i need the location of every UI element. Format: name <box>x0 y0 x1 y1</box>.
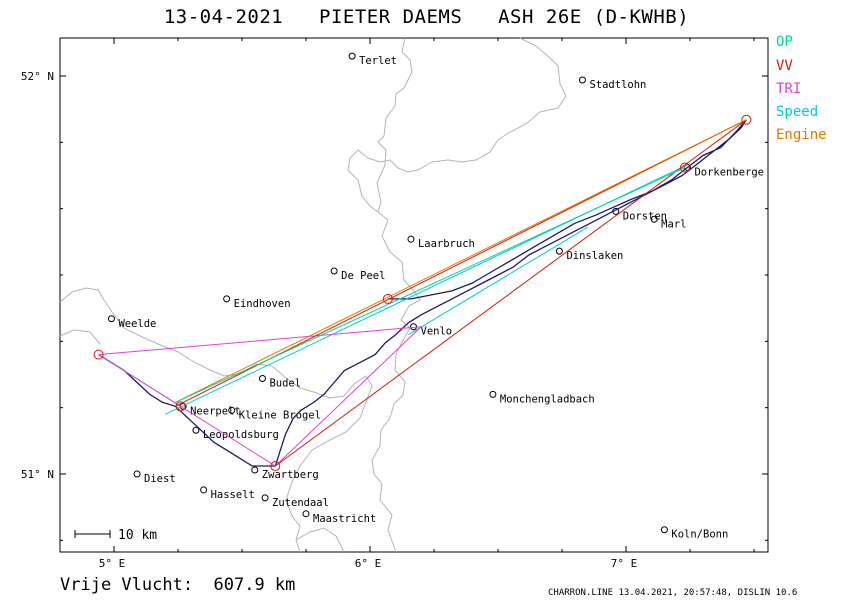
city-marker <box>251 466 259 474</box>
city-marker <box>133 470 141 478</box>
lat-label: 52° N <box>21 70 54 83</box>
city-label: Kleine Brogel <box>239 409 321 421</box>
city-marker <box>261 494 269 502</box>
city-marker <box>228 406 236 414</box>
lon-label: 5° E <box>99 557 126 570</box>
city-label: Marl <box>661 218 686 230</box>
turnpoint-marker <box>741 114 752 125</box>
turnpoint-marker <box>175 401 186 412</box>
city-marker <box>650 215 658 223</box>
city-label: Venlo <box>421 326 453 338</box>
city-label: Koln/Bonn <box>671 529 728 541</box>
turnpoint-marker <box>679 162 690 173</box>
city-marker <box>660 526 668 534</box>
lon-label: 6° E <box>355 557 382 570</box>
route-engine <box>175 119 747 403</box>
city-label: Maastricht <box>313 513 376 525</box>
speed-segment <box>408 226 588 336</box>
city-marker <box>489 390 497 398</box>
city-marker <box>192 426 200 434</box>
city-label: Stadtlohn <box>589 79 646 91</box>
border-nl-be-south <box>295 527 345 553</box>
city-label: Neerpelt <box>190 405 241 417</box>
city-marker <box>407 235 415 243</box>
turnpoint-marker <box>382 293 393 304</box>
turnpoint-marker <box>270 461 281 472</box>
city-marker <box>302 510 310 518</box>
city-label: Leopoldsburg <box>203 429 279 441</box>
city-label: Laarbruch <box>418 238 475 250</box>
city-label: Diest <box>144 473 176 485</box>
lat-label: 51° N <box>21 468 54 481</box>
city-label: Budel <box>269 377 301 389</box>
scale-bar-label: 10 km <box>118 528 157 543</box>
city-label: Dinslaken <box>566 250 623 262</box>
city-label: De Peel <box>341 270 385 282</box>
city-label: Weelde <box>118 318 156 330</box>
city-marker <box>578 76 586 84</box>
city-label: Hasselt <box>211 489 255 501</box>
border-be-nl <box>59 287 373 553</box>
city-label: Zutendaal <box>272 497 329 509</box>
city-marker <box>258 374 266 382</box>
border-be-nl-2 <box>59 329 101 345</box>
city-marker <box>555 247 563 255</box>
city-label: Zwartberg <box>262 469 319 481</box>
legend-speed: Speed <box>776 104 819 120</box>
city-label: Terlet <box>359 55 397 67</box>
free-flight-distance: Vrije Vlucht: 607.9 km <box>60 575 296 595</box>
city-label: Monchengladbach <box>500 393 595 405</box>
city-marker <box>348 52 356 60</box>
legend-op: OP <box>776 34 793 50</box>
route-op <box>175 167 686 403</box>
city-marker <box>107 315 115 323</box>
flight-track <box>98 119 747 467</box>
border-nl-de-north <box>347 37 567 213</box>
legend-vv: VV <box>776 58 793 74</box>
legend-engine: Engine <box>776 127 827 143</box>
turnpoint-marker <box>93 349 104 360</box>
country-borders <box>59 37 567 553</box>
border-nl-de <box>371 37 421 553</box>
city-label: Eindhoven <box>234 298 291 310</box>
map-title: 13-04-2021 PIETER DAEMS ASH 26E (D-KWHB) <box>163 6 690 28</box>
city-marker <box>330 267 338 275</box>
city-label: Dorsten <box>623 210 667 222</box>
software-credit: CHARRON.LINE 13.04.2021, 20:57:48, DISLI… <box>548 588 798 598</box>
city-marker <box>200 486 208 494</box>
legend-tri: TRI <box>776 81 802 97</box>
city-label: Dorkenberge <box>694 167 764 179</box>
city-marker <box>223 295 231 303</box>
route-tri <box>98 326 423 467</box>
lon-label: 7° E <box>611 557 638 570</box>
